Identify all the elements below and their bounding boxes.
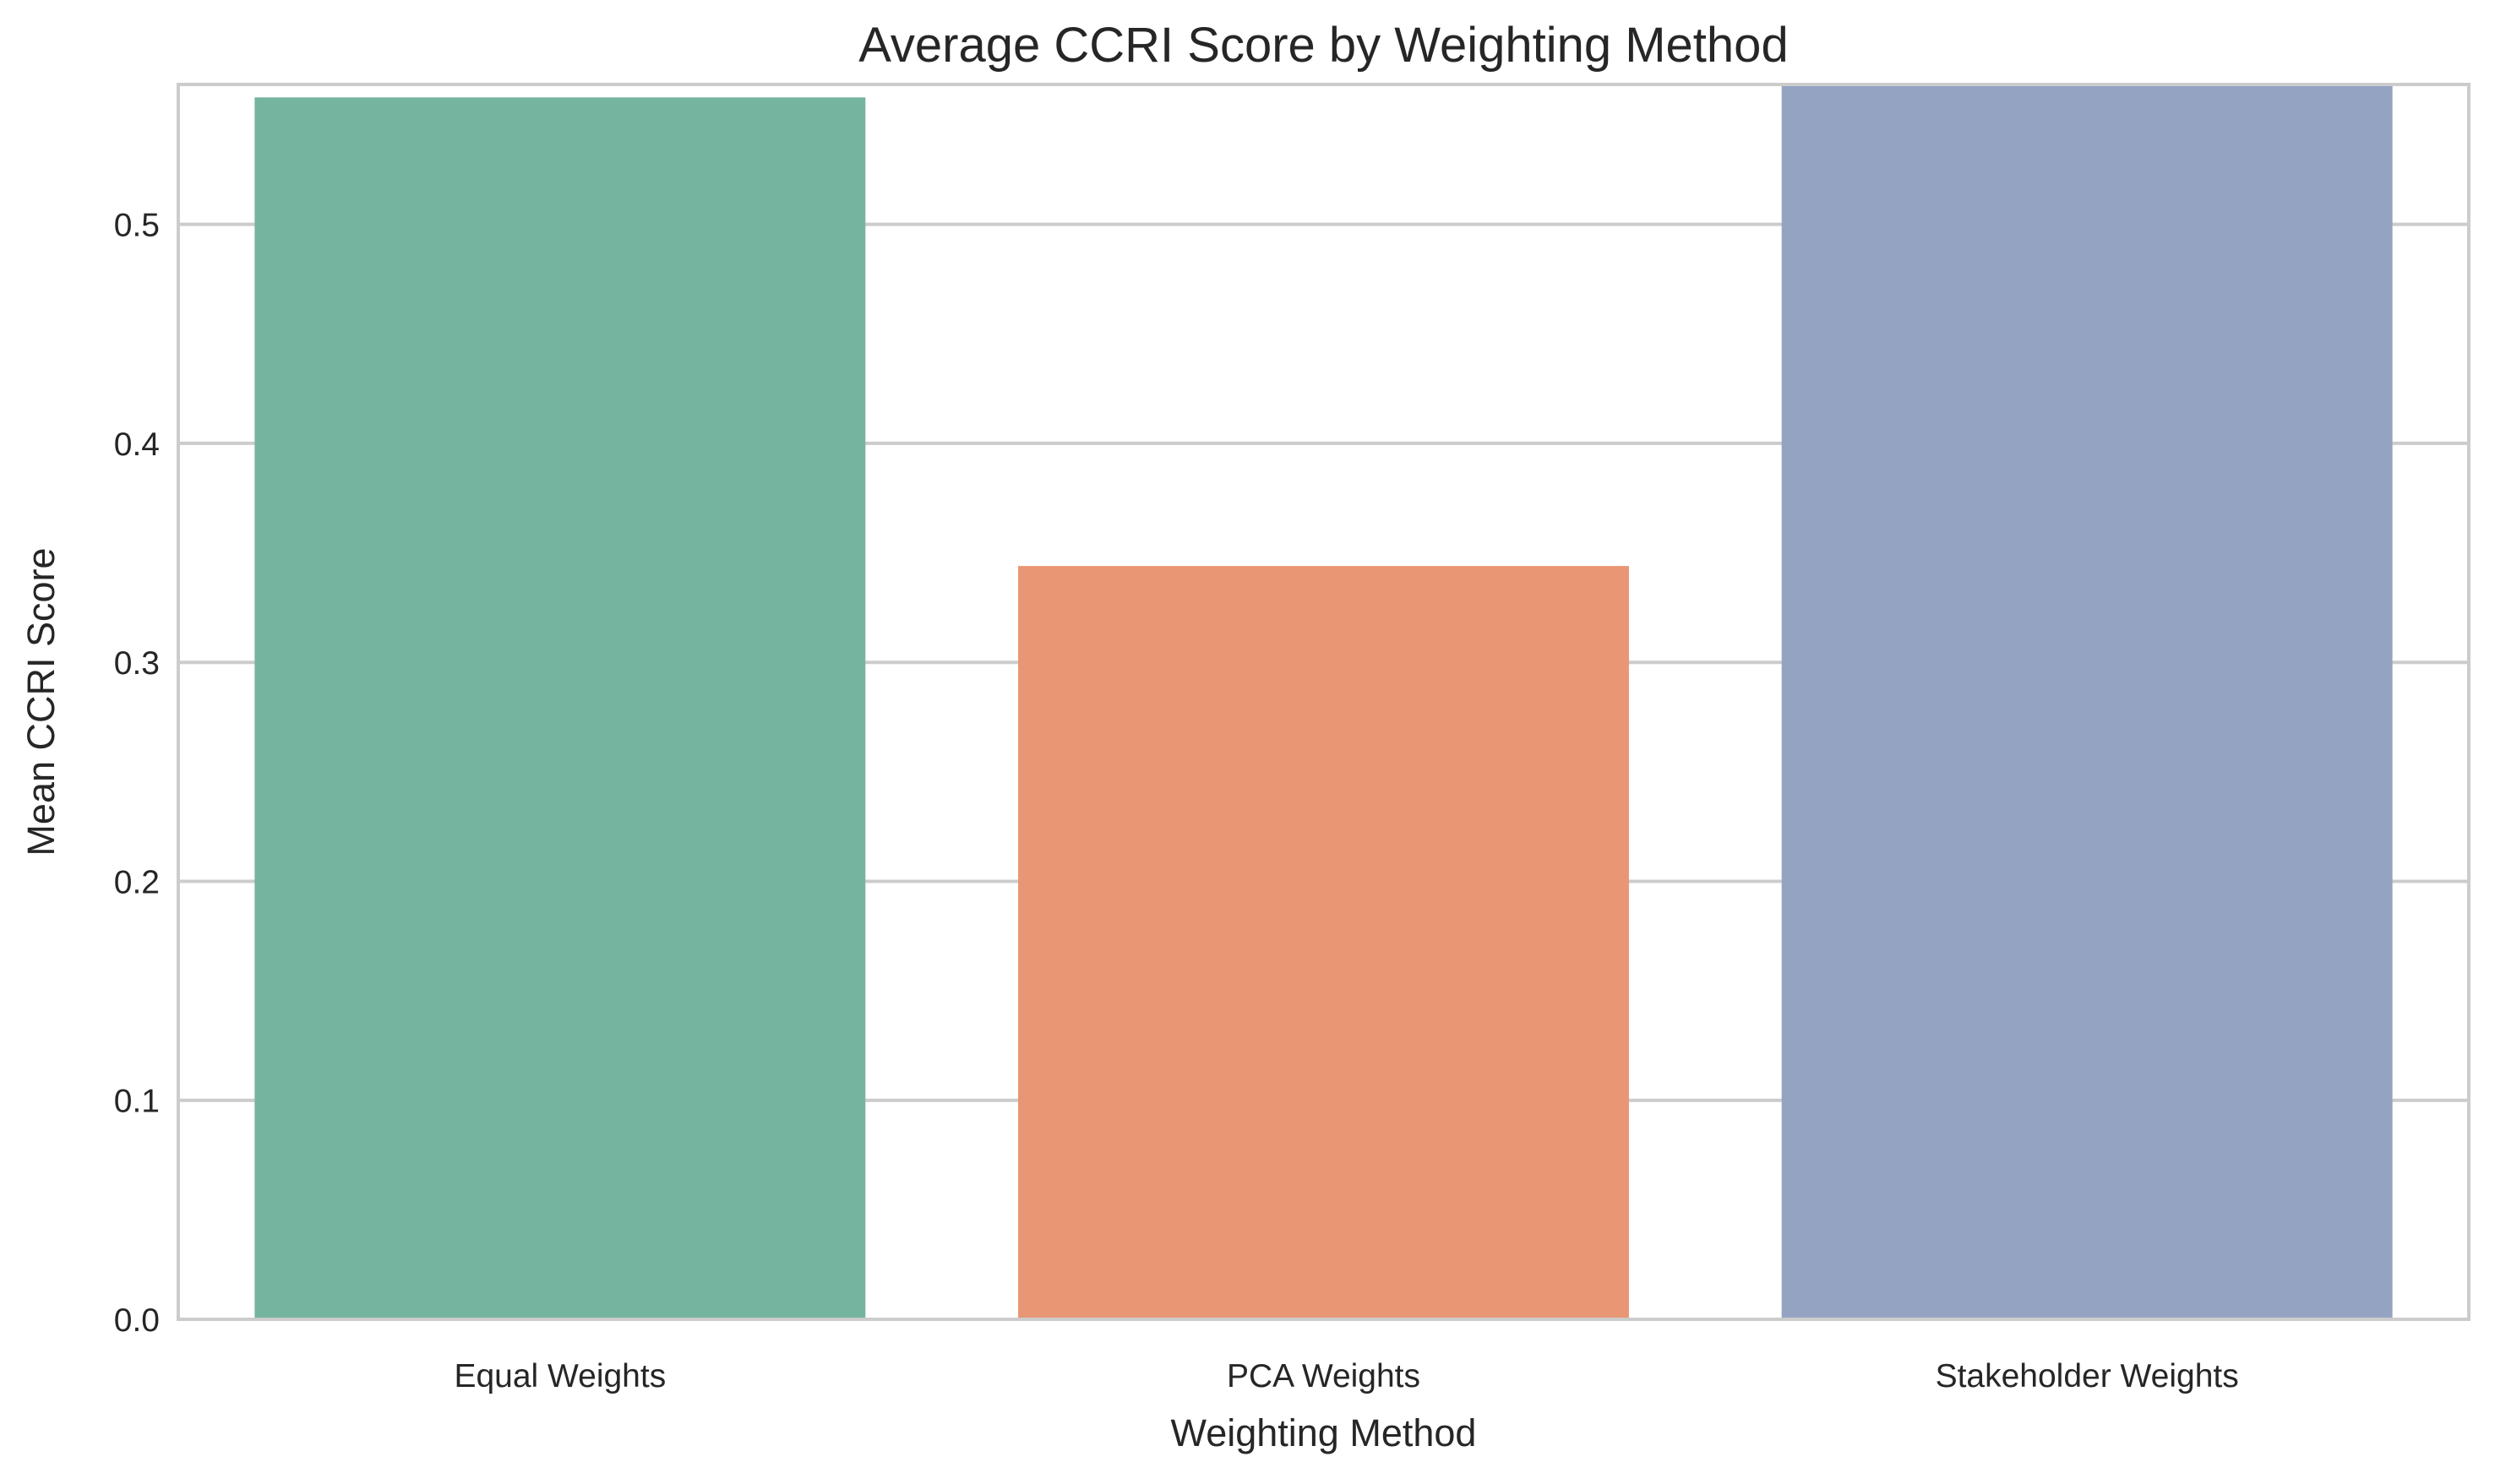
- y-tick-label: 0.3: [114, 645, 160, 682]
- y-tick-label: 0.4: [114, 427, 160, 463]
- bar-pca-weights: [1018, 566, 1629, 1319]
- chart-title: Average CCRI Score by Weighting Method: [858, 18, 1788, 73]
- x-tick-label: Stakeholder Weights: [1936, 1358, 2239, 1394]
- y-axis-label: Mean CCRI Score: [19, 547, 63, 856]
- y-tick-label: 0.2: [114, 864, 160, 900]
- y-tick-label: 0.0: [114, 1302, 160, 1339]
- x-axis-label: Weighting Method: [1171, 1411, 1477, 1454]
- plot-frame: [177, 83, 2470, 1321]
- bars: [254, 84, 2393, 1320]
- x-axis-ticks: Equal Weights PCA Weights Stakeholder Weig…: [454, 1358, 2238, 1394]
- x-tick-label: PCA Weights: [1227, 1358, 1420, 1394]
- y-axis-ticks: 0.0 0.1 0.2 0.3 0.4 0.5: [114, 208, 160, 1339]
- bar-equal-weights: [254, 97, 866, 1320]
- bar-stakeholder-weights: [1781, 84, 2393, 1320]
- x-tick-label: Equal Weights: [454, 1358, 666, 1394]
- y-tick-label: 0.5: [114, 208, 160, 244]
- y-tick-label: 0.1: [114, 1084, 160, 1120]
